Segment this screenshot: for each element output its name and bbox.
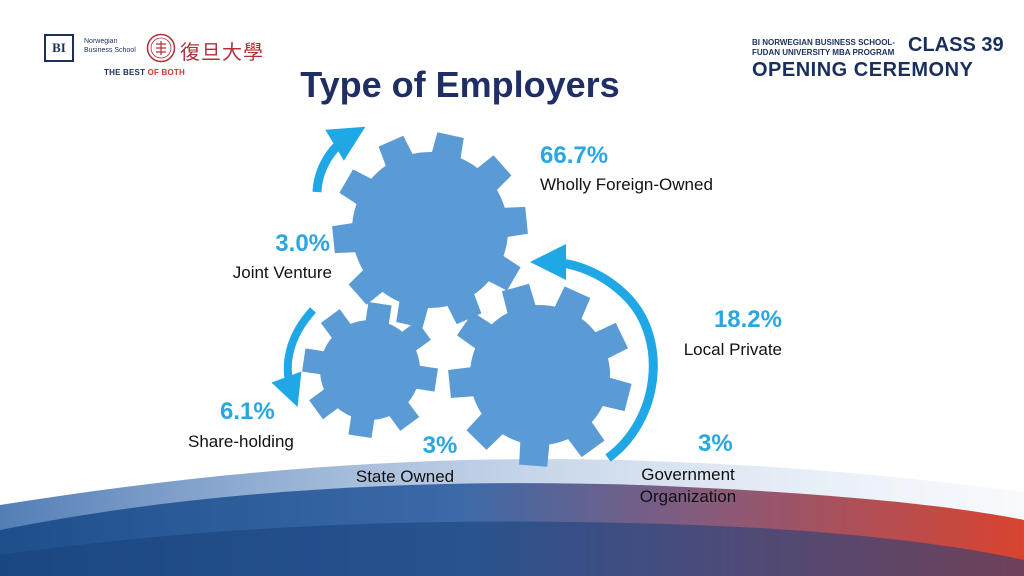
label-state-owned: State Owned — [355, 467, 455, 486]
program-line1: BI NORWEGIAN BUSINESS SCHOOL- — [752, 38, 895, 47]
label-government-organization: Government Organization — [620, 464, 756, 508]
curved-arrow-icon-right — [530, 244, 658, 462]
curved-arrow-icon-left — [271, 307, 316, 408]
percent-wholly-foreign-owned: 66.7% — [540, 142, 609, 169]
tagline-prefix: THE BEST — [104, 68, 148, 77]
gear-icon-medium — [448, 283, 632, 467]
curved-arrow-icon-top — [312, 126, 366, 193]
bi-logo: BI — [44, 34, 74, 62]
bi-name-line1: Norwegian — [84, 38, 118, 45]
program-line2: FUDAN UNIVERSITY MBA PROGRAM — [752, 48, 895, 57]
class-label: CLASS 39 — [908, 34, 1004, 56]
ceremony-label: OPENING CEREMONY — [752, 59, 974, 81]
label-government-line2: Organization — [639, 487, 737, 506]
fudan-chinese-name: 復旦大學 — [180, 40, 264, 64]
program-name: BI NORWEGIAN BUSINESS SCHOOL- FUDAN UNIV… — [752, 38, 902, 58]
percent-local-private: 18.2% — [713, 306, 782, 333]
percent-share-holding: 6.1% — [220, 398, 275, 425]
percent-government-organization: 3% — [698, 430, 733, 457]
gear-icon-large — [332, 132, 528, 328]
percent-state-owned: 3% — [422, 432, 458, 459]
gear-icon-small — [302, 302, 438, 438]
page-title: Type of Employers — [300, 64, 620, 105]
label-wholly-foreign-owned: Wholly Foreign-Owned — [540, 175, 713, 194]
bi-school-name: Norwegian Business School — [84, 37, 146, 55]
tagline-accent: OF BOTH — [147, 68, 185, 77]
label-government-line1: Government — [641, 465, 735, 484]
university-seal-icon — [146, 33, 176, 63]
tagline: THE BEST OF BOTH — [104, 68, 185, 77]
label-share-holding: Share-holding — [188, 432, 294, 451]
label-local-private: Local Private — [683, 340, 782, 359]
label-joint-venture: Joint Venture — [232, 263, 332, 282]
percent-joint-venture: 3.0% — [275, 230, 330, 257]
bi-logo-text: BI — [52, 40, 66, 55]
bi-name-line2: Business School — [84, 47, 136, 54]
